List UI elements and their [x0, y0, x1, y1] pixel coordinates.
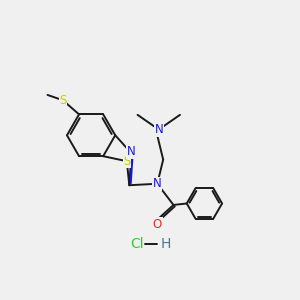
- Text: N: N: [153, 177, 162, 190]
- Text: S: S: [123, 155, 130, 168]
- Text: N: N: [127, 145, 136, 158]
- Text: N: N: [154, 123, 163, 136]
- Text: S: S: [59, 94, 67, 107]
- Text: O: O: [153, 218, 162, 231]
- Text: Cl: Cl: [130, 237, 144, 251]
- Text: H: H: [160, 237, 171, 251]
